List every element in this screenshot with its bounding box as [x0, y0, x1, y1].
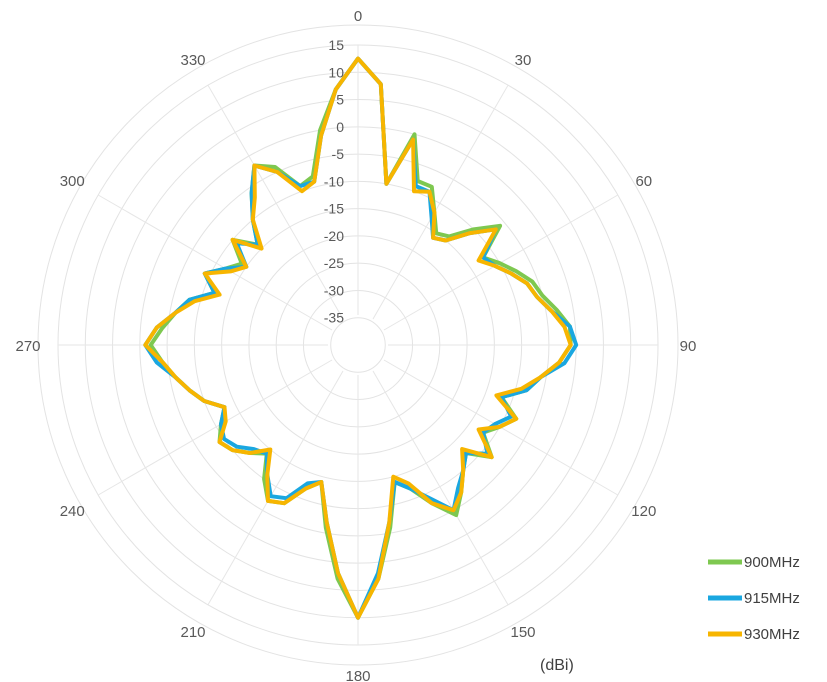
radial-tick-label: 15 [328, 37, 344, 53]
polar-grid [37, 24, 679, 666]
radial-tick-label: -10 [324, 173, 344, 189]
grid-spoke-1 [372, 84, 509, 320]
radial-tick-label: -15 [324, 201, 344, 217]
angle-tick-label: 330 [180, 52, 205, 69]
grid-spoke-5 [372, 370, 509, 606]
angle-tick-label: 210 [180, 624, 205, 641]
grid-spoke-8 [97, 359, 333, 496]
angle-tick-label: 300 [60, 173, 85, 190]
radial-tick-label: -25 [324, 255, 344, 271]
grid-ring-outer [37, 24, 679, 666]
angle-tick-label: 90 [680, 338, 697, 355]
series-900MHz [148, 56, 573, 620]
angle-tick-label: 120 [631, 503, 656, 520]
angle-tick-label: 0 [354, 8, 362, 25]
legend-label-930MHz: 930MHz [744, 626, 800, 643]
grid-spoke-11 [207, 84, 344, 320]
radial-tick-label: -20 [324, 228, 344, 244]
angle-tick-label: 150 [510, 624, 535, 641]
grid-ring-10 [330, 317, 386, 373]
angle-tick-label: 240 [60, 503, 85, 520]
radial-tick-label: -5 [332, 146, 345, 162]
angle-tick-label: 30 [515, 52, 532, 69]
radial-tick-label: 0 [336, 119, 344, 135]
legend-label-900MHz: 900MHz [744, 554, 800, 571]
series-930MHz [143, 56, 573, 620]
series-915MHz [143, 56, 579, 620]
angle-tick-label: 180 [345, 668, 370, 682]
radial-tick-label: -35 [324, 310, 344, 326]
angle-tick-label: 270 [15, 338, 40, 355]
grid-spoke-7 [207, 370, 344, 606]
unit-label: (dBi) [540, 657, 574, 674]
angle-tick-label: 60 [635, 173, 652, 190]
legend-label-915MHz: 915MHz [744, 590, 800, 607]
grid-spoke-10 [97, 194, 333, 331]
radial-tick-label: 5 [336, 92, 344, 108]
legend: 900MHz 915MHz 930MHz [708, 554, 800, 643]
radial-tick-label: -30 [324, 282, 344, 298]
series-layer [143, 56, 579, 620]
radial-tick-labels: 15 10 5 0 -5 -10 -15 -20 -25 -30 -35 [324, 37, 344, 326]
radial-tick-label: 10 [328, 64, 344, 80]
